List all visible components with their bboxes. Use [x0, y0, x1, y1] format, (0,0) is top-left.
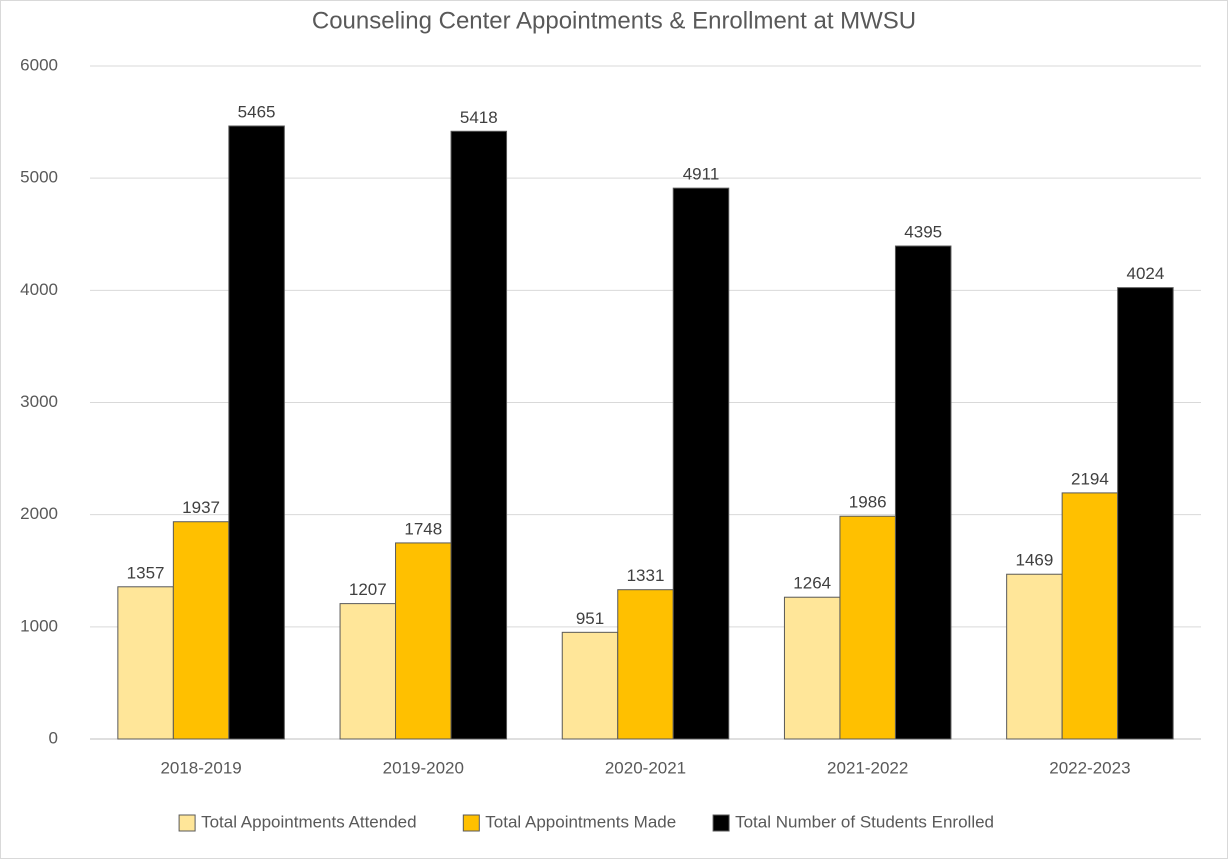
- y-tick-label: 2000: [20, 504, 58, 523]
- legend-swatch: [712, 814, 730, 832]
- y-tick-label: 4000: [20, 280, 58, 299]
- data-label: 951: [576, 609, 604, 628]
- x-tick-label: 2021-2022: [827, 758, 908, 777]
- data-label: 2194: [1071, 469, 1109, 488]
- data-label: 1357: [127, 563, 165, 582]
- x-tick-label: 2018-2019: [160, 758, 241, 777]
- bar: [228, 125, 285, 740]
- legend-swatch: [178, 814, 196, 832]
- data-label: 1331: [627, 566, 665, 585]
- data-label: 5465: [238, 102, 276, 121]
- legend-label: Total Appointments Attended: [201, 812, 417, 831]
- x-tick-label: 2020-2021: [605, 758, 686, 777]
- legend-label: Total Number of Students Enrolled: [735, 812, 994, 831]
- bar: [672, 187, 730, 740]
- data-label: 1986: [849, 493, 887, 512]
- bar: [172, 521, 230, 740]
- bar: [1117, 287, 1174, 740]
- data-label: 4395: [904, 223, 942, 242]
- data-label: 1469: [1015, 551, 1053, 570]
- y-tick-label: 1000: [20, 616, 58, 635]
- bar: [617, 589, 674, 740]
- y-tick-label: 0: [49, 728, 58, 747]
- data-label: 5418: [460, 108, 498, 127]
- x-tick-label: 2019-2020: [383, 758, 464, 777]
- data-label: 4911: [683, 165, 720, 184]
- data-label: 1207: [349, 580, 387, 599]
- legend-swatch: [462, 814, 480, 832]
- bar: [395, 542, 452, 740]
- legend-label: Total Appointments Made: [485, 812, 676, 831]
- data-label: 1264: [793, 574, 831, 593]
- bar: [561, 631, 619, 740]
- bar: [1006, 573, 1063, 740]
- bar: [339, 603, 397, 740]
- bar: [839, 515, 896, 740]
- data-label: 4024: [1126, 264, 1164, 283]
- y-tick-label: 5000: [20, 168, 58, 187]
- x-tick-label: 2022-2023: [1049, 758, 1130, 777]
- data-label: 1937: [182, 498, 220, 517]
- bar: [783, 596, 841, 740]
- y-tick-label: 3000: [20, 392, 58, 411]
- bar: [450, 130, 508, 740]
- bar: [1061, 492, 1119, 740]
- chart-title: Counseling Center Appointments & Enrollm…: [312, 7, 916, 34]
- y-tick-label: 6000: [20, 55, 58, 74]
- bar: [117, 586, 174, 740]
- bar: [894, 245, 952, 740]
- data-label: 1748: [404, 519, 442, 538]
